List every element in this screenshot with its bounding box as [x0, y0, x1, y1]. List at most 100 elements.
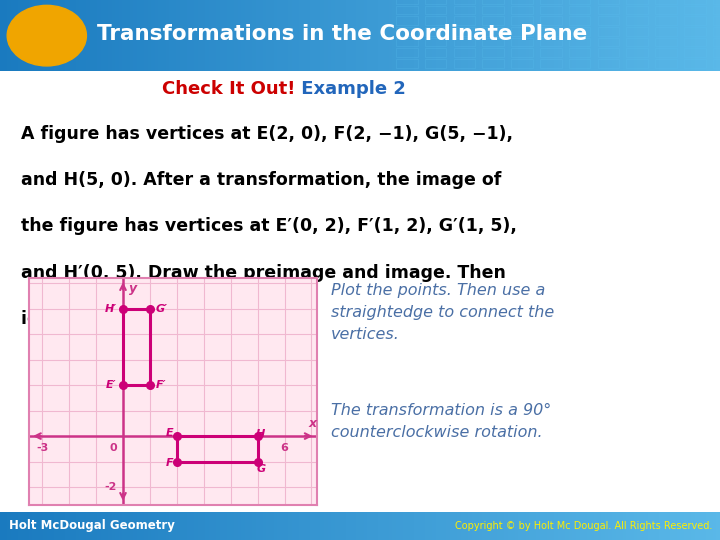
Bar [396, 49, 418, 57]
Bar [511, 59, 533, 68]
Bar [126, 0, 130, 71]
Bar [148, 512, 151, 540]
Bar [310, 512, 313, 540]
Bar [608, 0, 612, 71]
Bar [504, 0, 508, 71]
Bar [418, 0, 421, 71]
Bar [713, 0, 720, 4]
Bar [367, 512, 371, 540]
Text: -3: -3 [36, 443, 48, 453]
Bar [166, 0, 169, 71]
Bar [652, 512, 655, 540]
Bar [346, 512, 349, 540]
Text: The transformation is a 90°
counterclockwise rotation.: The transformation is a 90° counterclock… [331, 403, 552, 440]
Bar [115, 512, 119, 540]
Bar [644, 512, 648, 540]
Bar [526, 0, 529, 71]
Bar [511, 0, 533, 4]
Bar [716, 0, 720, 71]
Bar [410, 0, 414, 71]
Bar [533, 512, 536, 540]
Bar [40, 512, 43, 540]
Bar [482, 6, 504, 14]
Bar [281, 0, 284, 71]
Bar [317, 512, 320, 540]
Bar [410, 512, 414, 540]
Bar [245, 0, 248, 71]
Bar [598, 16, 619, 25]
Bar [601, 0, 605, 71]
Bar [378, 0, 382, 71]
Bar [112, 0, 115, 71]
Bar [396, 27, 418, 36]
Bar [569, 512, 572, 540]
Bar [569, 6, 590, 14]
Bar [551, 0, 554, 71]
Bar [403, 512, 407, 540]
Text: G′: G′ [156, 303, 167, 314]
Bar [500, 0, 504, 71]
Bar [122, 0, 126, 71]
Bar [331, 0, 335, 71]
Bar [479, 512, 482, 540]
Bar [94, 512, 97, 540]
Bar [511, 38, 533, 46]
Bar [598, 49, 619, 57]
Bar [432, 512, 436, 540]
Bar [695, 0, 698, 71]
Bar [248, 0, 252, 71]
Bar [263, 0, 266, 71]
Bar [677, 0, 680, 71]
Bar [594, 0, 598, 71]
Bar [580, 0, 583, 71]
Bar [641, 0, 644, 71]
Text: -2: -2 [104, 482, 117, 492]
Bar [713, 27, 720, 36]
Bar [144, 0, 148, 71]
Bar [50, 512, 54, 540]
Bar [396, 6, 418, 14]
Bar [11, 512, 14, 540]
Bar [659, 0, 662, 71]
Bar [522, 512, 526, 540]
Bar [130, 0, 133, 71]
Text: the figure has vertices at E′(0, 2), F′(1, 2), G′(1, 5),: the figure has vertices at E′(0, 2), F′(… [22, 217, 517, 235]
Text: Holt McDougal Geometry: Holt McDougal Geometry [9, 519, 174, 532]
Bar [446, 0, 450, 71]
Bar [324, 0, 328, 71]
Bar [101, 0, 104, 71]
Bar [425, 0, 428, 71]
Bar [666, 512, 670, 540]
Bar [220, 512, 223, 540]
Text: H′: H′ [105, 303, 117, 314]
Bar [684, 0, 706, 4]
Bar [558, 0, 562, 71]
Bar [454, 512, 457, 540]
Bar [522, 0, 526, 71]
Bar [540, 38, 562, 46]
Bar [328, 512, 331, 540]
Bar [662, 512, 666, 540]
Bar [191, 0, 194, 71]
Bar [126, 512, 130, 540]
Bar [108, 0, 112, 71]
Bar [637, 512, 641, 540]
Bar [529, 512, 533, 540]
Bar [392, 512, 396, 540]
Bar [18, 0, 22, 71]
Bar [580, 512, 583, 540]
Bar [684, 0, 688, 71]
Bar [68, 0, 72, 71]
Bar [299, 512, 302, 540]
Bar [626, 49, 648, 57]
Bar [295, 0, 299, 71]
Bar [626, 0, 648, 4]
Bar [601, 512, 605, 540]
Bar [22, 512, 25, 540]
Bar [536, 512, 540, 540]
Bar [716, 512, 720, 540]
Bar [90, 512, 94, 540]
Bar [626, 6, 648, 14]
Bar [468, 512, 472, 540]
Bar [266, 0, 270, 71]
